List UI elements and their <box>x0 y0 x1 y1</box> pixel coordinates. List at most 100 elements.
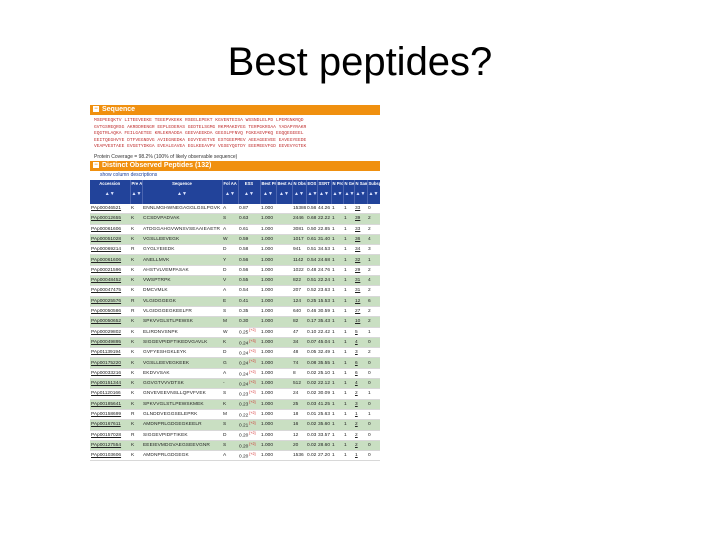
sort-arrows-icon[interactable]: ▲▼ <box>368 190 379 197</box>
accession-link[interactable]: PAp00103606 <box>90 450 130 462</box>
sort-arrows-icon[interactable]: ▲▼ <box>332 190 343 197</box>
table-row[interactable]: PAp01139194 K GVFYESHGKLEYK D 0.24 [+2] 1.000… <box>90 347 380 359</box>
column-header[interactable]: Subsp of ▲▼ <box>367 179 380 204</box>
table-row[interactable]: PAp00157028 R SIGGEVPIDFTIKEK D 0.20 [+2] 1.0… <box>90 430 380 441</box>
table-row[interactable]: PAp00127554 K EEEIEVMDGVAEGSEEVGNR S 0.20 [+… <box>90 440 380 452</box>
accession-link[interactable]: PAp00025576 <box>90 296 130 307</box>
n-samples-link[interactable]: 5 <box>354 327 367 338</box>
sort-arrows-icon[interactable]: ▲▼ <box>104 190 115 197</box>
table-row[interactable]: PAp00051028 K VGSLLEEVEGK W 0.59 1.000 1017 0.6… <box>90 234 380 246</box>
table-row[interactable]: PAp00050652 K SPKVVGLSTLPEWSK M 0.30 1.000 82 0… <box>90 316 380 328</box>
n-samples-link[interactable]: 27 <box>354 306 367 318</box>
table-row[interactable]: PAp00047475 K DMCVMLK A 0.54 1.000 207 0.52 23.6… <box>90 285 380 297</box>
n-samples-link[interactable]: 1 <box>354 450 367 462</box>
n-samples-link[interactable]: 36 <box>354 234 367 246</box>
column-header[interactable]: Best Prob ▲▼ <box>260 179 277 204</box>
table-row[interactable]: PAp00167611 K AMDNPRLGDGEGKEELR S 0.21 [+2] 1… <box>90 419 380 431</box>
table-row[interactable]: PAp00185641 K SPKVVGLSTLPEWSKMEK K 0.23 [+2]… <box>90 399 380 410</box>
table-row[interactable]: PAp00050586 R VLGIDGGEGKEELFR S 0.35 1.000 640… <box>90 306 380 318</box>
accession-link[interactable]: PAp00167611 <box>90 419 130 431</box>
collapse-icon[interactable]: − <box>93 162 99 169</box>
sort-arrows-icon[interactable]: ▲▼ <box>244 190 254 197</box>
column-header[interactable]: N Samples ▲▼ <box>354 179 368 204</box>
table-row[interactable]: PAp00158699 R GLNDDVEGGSELEPRK M 0.22 [+2] 1.… <box>90 409 380 421</box>
column-header[interactable]: SSRT ▲▼ <box>317 179 332 204</box>
sort-arrows-icon[interactable]: ▲▼ <box>294 190 304 197</box>
sort-arrows-icon[interactable]: ▲▼ <box>131 190 142 197</box>
table-row[interactable]: PAp00103606 K AMDNPRLGDGEGK A 0.20 [+2] 1.000… <box>90 450 380 462</box>
accession-link[interactable]: PAp00029802 <box>90 327 130 338</box>
table-row[interactable]: PAp00029802 K ELIRDNVSNPK W 0.25 [+2] 1.000 47… <box>90 327 380 338</box>
accession-link[interactable]: PAp00061606 <box>90 224 130 235</box>
column-header[interactable]: Pre AA ▲▼ <box>130 179 143 204</box>
table-row[interactable]: PAp00046521 K ENNLMGHWNEGAGGLGSLPGVK A 0.87 1… <box>90 203 380 215</box>
table-row[interactable]: PAp00175220 K VGSLLEEVEGKEEK G 0.24 [+2] 1.00… <box>90 357 380 369</box>
sort-arrows-icon[interactable]: ▲▼ <box>344 190 354 197</box>
sort-arrows-icon[interactable]: ▲▼ <box>307 190 317 197</box>
accession-link[interactable]: PAp00049895 <box>90 337 130 349</box>
accession-link[interactable]: PAp00050586 <box>90 306 130 318</box>
accession-link[interactable]: PAp00033216 <box>90 368 130 380</box>
accession-link[interactable]: PAp00021596 <box>90 265 130 277</box>
n-samples-link[interactable]: 10 <box>354 316 367 328</box>
show-column-descriptions-link[interactable]: show column descriptions <box>100 171 158 178</box>
column-header[interactable]: Best Adj Prob ▲▼ <box>276 179 293 204</box>
n-samples-link[interactable]: 3 <box>354 347 367 359</box>
sort-arrows-icon[interactable]: ▲▼ <box>225 190 235 197</box>
accession-link[interactable]: PAp00050652 <box>90 316 130 328</box>
n-samples-link[interactable]: 2 <box>354 430 367 441</box>
column-header[interactable]: N Obs ▲▼ <box>292 179 307 204</box>
accession-link[interactable]: PAp00151344 <box>90 378 130 390</box>
n-samples-link[interactable]: 31 <box>354 275 367 287</box>
table-row[interactable]: PAp00033216 K EKDVVSAK A 0.24 [+2] 1.000 8 0.02… <box>90 368 380 380</box>
accession-link[interactable]: PAp00127554 <box>90 440 130 452</box>
n-samples-link[interactable]: 2 <box>354 440 367 452</box>
table-row[interactable]: PAp00151344 K GGVGTVVVDTSK -0.24 [+2] 1.000 5… <box>90 378 380 390</box>
n-samples-link[interactable]: 2 <box>354 419 367 431</box>
column-header[interactable]: Fol AA ▲▼ <box>222 179 239 204</box>
accession-link[interactable]: PAp01120166 <box>90 388 130 400</box>
n-samples-link[interactable]: 12 <box>354 296 367 307</box>
column-header[interactable]: N Prot Map ▲▼ <box>331 179 344 204</box>
n-samples-link[interactable]: 4 <box>354 378 367 390</box>
sort-arrows-icon[interactable]: ▲▼ <box>279 190 289 197</box>
sort-arrows-icon[interactable]: ▲▼ <box>177 190 187 197</box>
table-row[interactable]: PAp00048452 K VWSPTRPK V 0.55 1.000 822 0.51 22.… <box>90 275 380 287</box>
n-samples-link[interactable]: 39 <box>354 213 367 225</box>
accession-link[interactable]: PAp00061606 <box>90 254 130 266</box>
n-samples-link[interactable]: 4 <box>354 337 367 349</box>
n-samples-link[interactable]: 6 <box>354 357 367 369</box>
n-samples-link[interactable]: 1 <box>354 409 367 421</box>
table-row[interactable]: PAp00021596 K AHSTVLVEMPASAK D 0.56 1.000 1022… <box>90 265 380 277</box>
n-samples-link[interactable]: 29 <box>354 265 367 277</box>
accession-link[interactable]: PAp00069214 <box>90 244 130 256</box>
accession-link[interactable]: PAp00175220 <box>90 357 130 369</box>
accession-link[interactable]: PAp01139194 <box>90 347 130 359</box>
column-header[interactable]: EOS ▲▼ <box>306 179 318 204</box>
peptides-panel-header[interactable]: − Distinct Observed Peptides (132) <box>90 160 380 171</box>
column-header[interactable]: ESS ▲▼ <box>238 179 261 204</box>
accession-link[interactable]: PAp00046521 <box>90 203 130 215</box>
table-row[interactable]: PAp00069214 R GYGLYEIEDK D 0.58 1.000 941 0.51 3… <box>90 244 380 256</box>
accession-link[interactable]: PAp00158699 <box>90 409 130 421</box>
table-row[interactable]: PAp00012655 K CCSDVPADVAK S 0.63 1.000 2446 0.6… <box>90 213 380 225</box>
n-samples-link[interactable]: 6 <box>354 368 367 380</box>
n-samples-link[interactable]: 31 <box>354 285 367 297</box>
column-header[interactable]: Sequence ▲▼ <box>142 179 223 204</box>
sequence-panel-header[interactable]: − Sequence <box>90 105 380 115</box>
table-row[interactable]: PAp00049895 K SIGGEVPIDFTIKEDVGAVLK K 0.24 [… <box>90 337 380 349</box>
n-samples-link[interactable]: 3 <box>354 399 367 410</box>
table-row[interactable]: PAp00061606 K ANELLMVK Y 0.56 1.000 1142 0.54 24… <box>90 254 380 266</box>
table-row[interactable]: PAp01120166 K GNVEVEEVNSLLQPVFVEK S 0.23 [+2… <box>90 388 380 400</box>
table-row[interactable]: PAp00025576 R VLGIDGGEGK E 0.41 1.000 124 0.25 1… <box>90 296 380 307</box>
sort-arrows-icon[interactable]: ▲▼ <box>355 190 366 197</box>
n-samples-link[interactable]: 33 <box>354 203 367 215</box>
accession-link[interactable]: PAp00051028 <box>90 234 130 246</box>
column-header[interactable]: Accession ▲▼ <box>90 179 131 204</box>
n-samples-link[interactable]: 33 <box>354 224 367 235</box>
n-samples-link[interactable]: 32 <box>354 254 367 266</box>
accession-link[interactable]: PAp00048452 <box>90 275 130 287</box>
accession-link[interactable]: PAp00157028 <box>90 430 130 441</box>
n-samples-link[interactable]: 34 <box>354 244 367 256</box>
accession-link[interactable]: PAp00012655 <box>90 213 130 225</box>
